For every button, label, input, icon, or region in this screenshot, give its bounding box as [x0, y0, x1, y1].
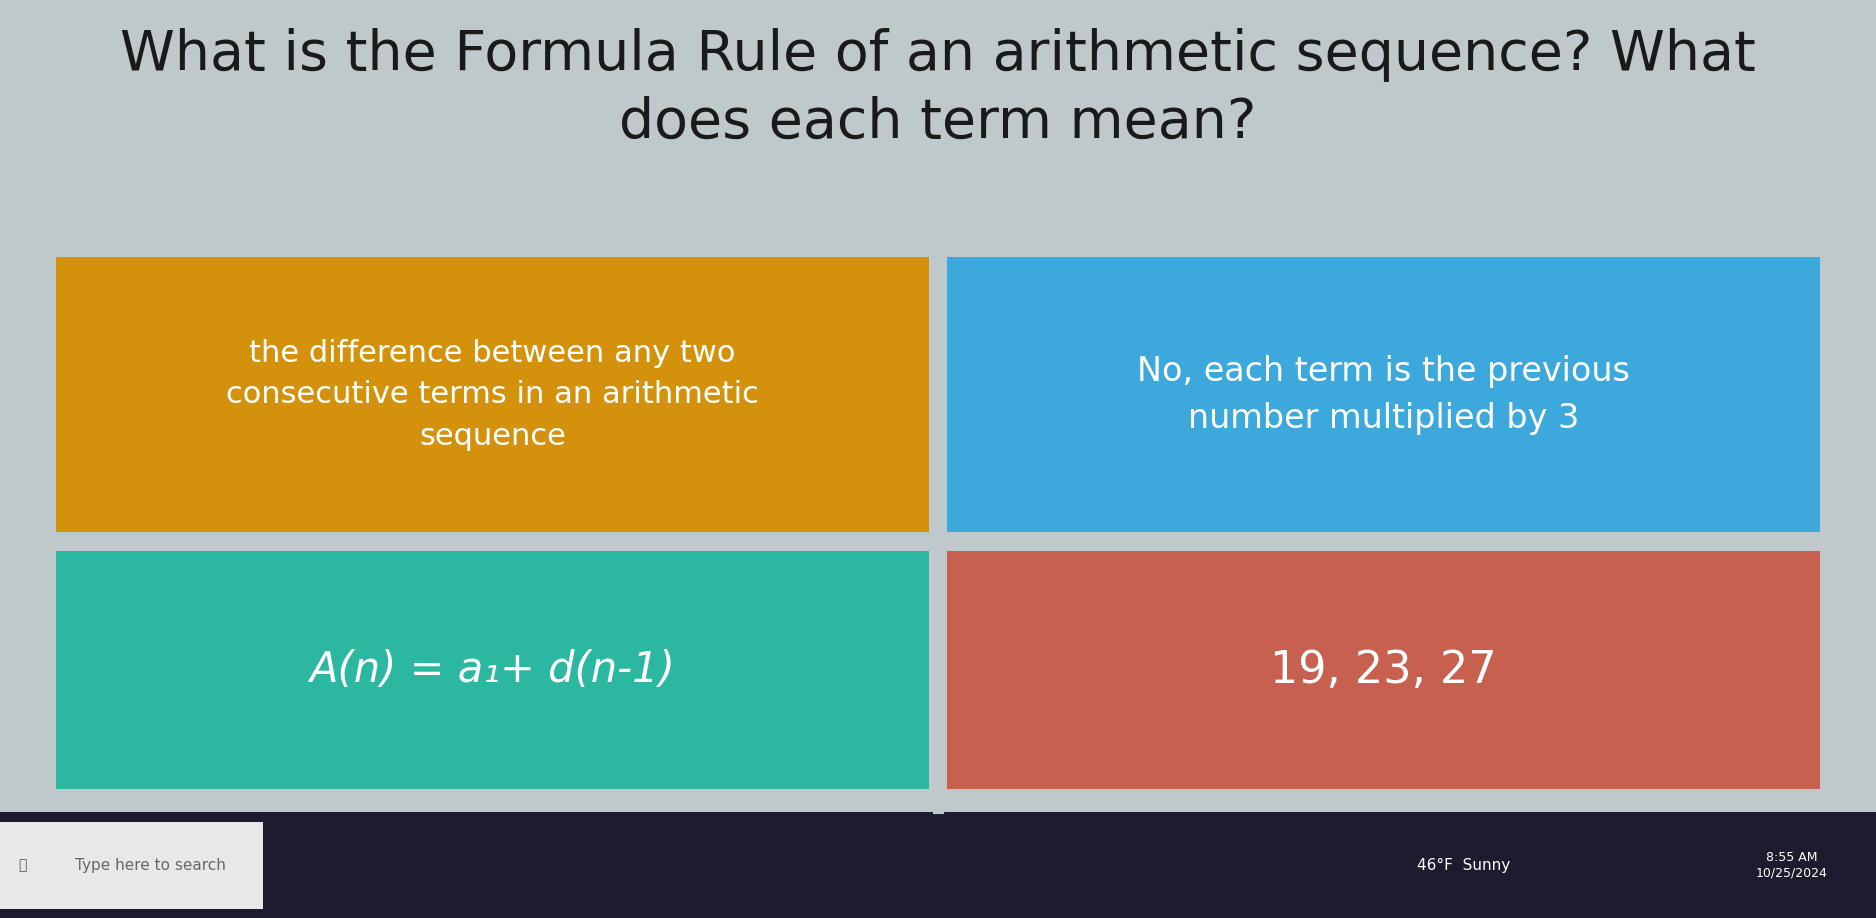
FancyBboxPatch shape [56, 257, 929, 532]
Text: No, each term is the previous
number multiplied by 3: No, each term is the previous number mul… [1137, 354, 1630, 435]
Text: the difference between any two
consecutive terms in an arithmetic
sequence: the difference between any two consecuti… [225, 339, 760, 451]
Text: Type here to search: Type here to search [75, 857, 225, 873]
FancyBboxPatch shape [947, 551, 1820, 789]
Text: 🔍: 🔍 [19, 858, 26, 872]
FancyBboxPatch shape [0, 822, 263, 909]
FancyBboxPatch shape [56, 551, 929, 789]
Text: 8:55 AM
10/25/2024: 8:55 AM 10/25/2024 [1756, 851, 1827, 879]
Text: What is the Formula Rule of an arithmetic sequence? What
does each term mean?: What is the Formula Rule of an arithmeti… [120, 28, 1756, 151]
Text: 46°F  Sunny: 46°F Sunny [1416, 857, 1510, 873]
FancyBboxPatch shape [0, 812, 1876, 918]
FancyBboxPatch shape [947, 257, 1820, 532]
Text: A(n) = a₁+ d(n-1): A(n) = a₁+ d(n-1) [310, 649, 675, 691]
Text: 19, 23, 27: 19, 23, 27 [1270, 649, 1497, 691]
